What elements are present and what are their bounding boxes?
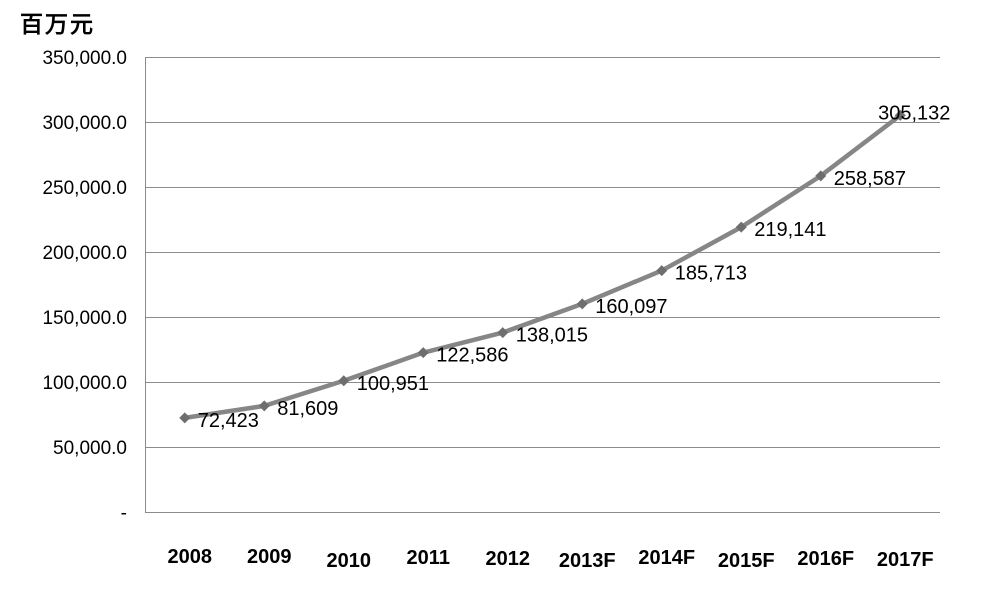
data-point-label: 305,132: [878, 102, 950, 124]
data-point-label: 219,141: [754, 219, 826, 241]
x-axis-tick-label: 2017F: [877, 549, 934, 571]
x-axis-tick-label: 2010: [327, 550, 372, 572]
x-axis-tick-label: 2016F: [797, 548, 854, 570]
data-point-marker: [497, 327, 509, 339]
y-axis-tick-label: 350,000.0: [42, 48, 127, 69]
x-axis-tick-label: 2014F: [638, 547, 695, 569]
series-line: [182, 113, 903, 421]
data-point-marker: [576, 298, 588, 310]
y-axis-tick-label: 300,000.0: [42, 113, 127, 134]
data-point-label: 81,609: [277, 398, 338, 420]
data-point-marker: [656, 265, 668, 277]
y-axis-tick-label: 200,000.0: [42, 243, 127, 264]
data-point-marker: [179, 412, 191, 424]
data-point-marker: [815, 170, 827, 182]
y-axis-tick-label: 100,000.0: [42, 373, 127, 394]
y-axis-tick-label: 50,000.0: [53, 438, 127, 459]
x-axis-tick-label: 2015F: [718, 550, 775, 572]
data-point-label: 138,015: [516, 325, 588, 347]
data-point-label: 122,586: [436, 345, 508, 367]
data-point-label: 72,423: [198, 410, 259, 432]
data-point-marker: [258, 400, 270, 412]
y-axis-tick-label: -: [121, 503, 127, 524]
x-axis-tick-label: 2013F: [559, 550, 616, 572]
data-point-label: 160,097: [595, 296, 667, 318]
data-point-label: 185,713: [675, 263, 747, 285]
data-point-label: 258,587: [834, 168, 906, 190]
data-point-marker: [338, 375, 350, 387]
y-axis-tick-label: 250,000.0: [42, 178, 127, 199]
data-point-label: 100,951: [357, 373, 429, 395]
y-axis-unit-title: 百万元: [20, 11, 95, 38]
data-point-marker: [735, 221, 747, 233]
x-axis-tick-label: 2012: [486, 548, 531, 570]
data-point-marker: [417, 347, 429, 359]
y-axis-tick-label: 150,000.0: [42, 308, 127, 329]
x-axis-tick-label: 2011: [407, 547, 450, 569]
data-point-marker: [894, 109, 906, 121]
x-axis-tick-label: 2009: [247, 546, 292, 568]
x-axis-tick-label: 2008: [168, 546, 213, 568]
